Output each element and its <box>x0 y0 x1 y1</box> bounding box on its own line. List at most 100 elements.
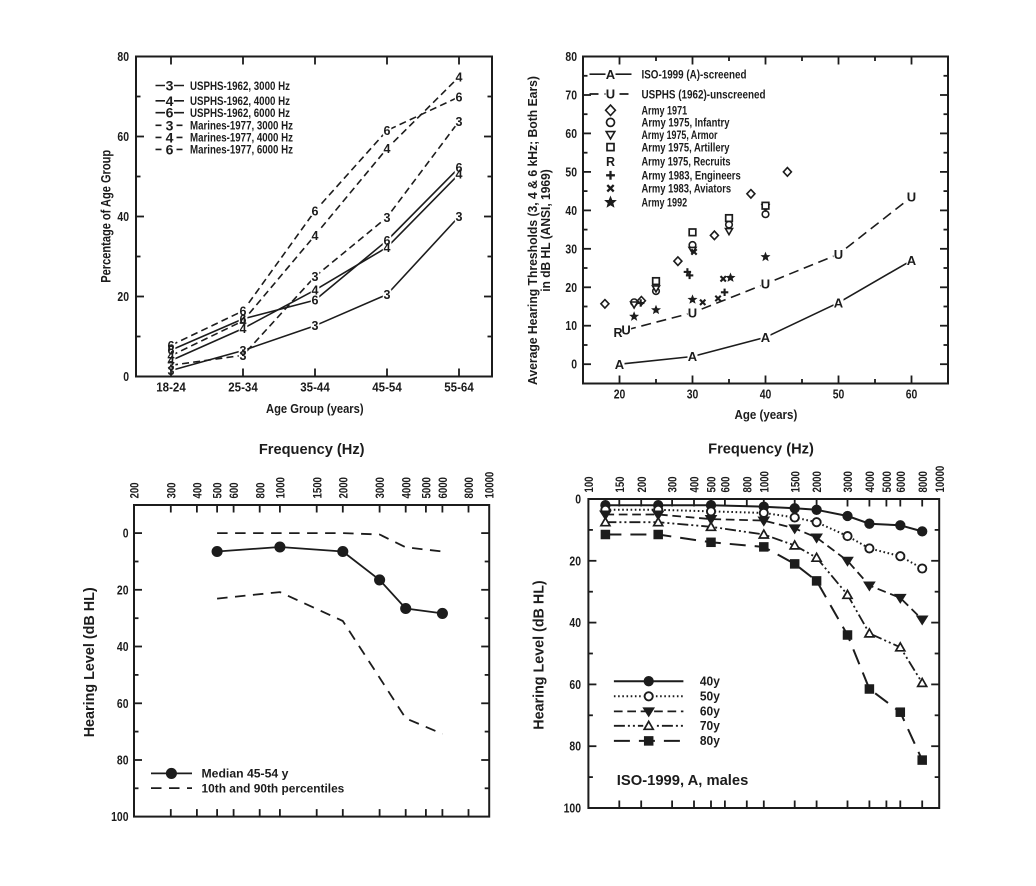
svg-text:70y: 70y <box>700 719 720 733</box>
svg-text:0: 0 <box>123 526 129 541</box>
svg-text:20: 20 <box>117 289 129 304</box>
svg-text:Frequency (Hz): Frequency (Hz) <box>708 441 814 458</box>
svg-text:4: 4 <box>168 349 175 363</box>
svg-text:Marines-1977, 3000 Hz: Marines-1977, 3000 Hz <box>190 119 293 133</box>
svg-text:70: 70 <box>565 88 577 103</box>
svg-text:50: 50 <box>565 164 577 179</box>
svg-text:60: 60 <box>117 129 129 144</box>
svg-text:10000: 10000 <box>933 466 947 493</box>
svg-text:USPHS (1962)-unscreened: USPHS (1962)-unscreened <box>642 87 766 101</box>
svg-text:600: 600 <box>227 482 241 498</box>
svg-text:60: 60 <box>906 386 918 401</box>
svg-text:0: 0 <box>575 492 581 507</box>
svg-text:Army 1975, Artillery: Army 1975, Artillery <box>642 140 730 154</box>
svg-text:Age Group (years): Age Group (years) <box>266 401 364 416</box>
svg-text:80: 80 <box>117 753 129 768</box>
svg-text:20: 20 <box>569 553 581 568</box>
svg-text:U: U <box>834 247 843 262</box>
svg-text:6: 6 <box>312 294 319 308</box>
svg-text:5000: 5000 <box>880 471 894 493</box>
svg-text:35-44: 35-44 <box>300 381 330 395</box>
svg-text:800: 800 <box>740 476 754 492</box>
svg-text:Percentage of Age Group: Percentage of Age Group <box>97 150 113 283</box>
svg-text:in dB HL (ANSI, 1969): in dB HL (ANSI, 1969) <box>538 169 553 292</box>
svg-text:40: 40 <box>760 386 772 401</box>
svg-text:150: 150 <box>613 476 627 492</box>
svg-text:A: A <box>834 295 844 310</box>
svg-text:300: 300 <box>164 482 178 498</box>
svg-text:U: U <box>606 87 615 102</box>
svg-text:Age (years): Age (years) <box>735 407 798 422</box>
svg-text:Median 45-54 y: Median 45-54 y <box>202 767 289 781</box>
svg-text:U: U <box>621 323 630 338</box>
svg-text:U: U <box>907 190 916 205</box>
svg-text:3: 3 <box>456 115 463 129</box>
svg-text:3: 3 <box>312 319 319 333</box>
svg-text:400: 400 <box>688 476 702 492</box>
svg-text:1500: 1500 <box>310 477 324 499</box>
svg-text:3: 3 <box>384 288 391 302</box>
svg-text:1000: 1000 <box>757 471 771 493</box>
svg-text:ISO-1999, A, males: ISO-1999, A, males <box>617 772 749 789</box>
svg-text:4: 4 <box>166 93 174 109</box>
svg-text:4: 4 <box>384 142 391 156</box>
svg-text:600: 600 <box>719 476 733 492</box>
svg-text:6000: 6000 <box>894 471 908 493</box>
svg-text:6: 6 <box>456 90 463 104</box>
svg-text:4: 4 <box>166 129 174 145</box>
svg-text:6: 6 <box>168 344 175 358</box>
svg-text:Average Hearing Thresholds (3,: Average Hearing Thresholds (3, 4 & 6 kHz… <box>525 76 540 385</box>
svg-text:6: 6 <box>166 105 174 121</box>
svg-text:Army 1971: Army 1971 <box>642 104 688 118</box>
svg-text:800: 800 <box>253 482 267 498</box>
svg-text:8000: 8000 <box>916 471 930 493</box>
svg-text:10: 10 <box>565 318 577 333</box>
svg-text:100: 100 <box>111 809 128 824</box>
svg-text:A: A <box>761 330 771 345</box>
svg-text:4: 4 <box>384 241 391 255</box>
svg-text:5000: 5000 <box>420 477 434 499</box>
svg-text:Army 1983, Aviators: Army 1983, Aviators <box>642 182 732 196</box>
svg-text:6: 6 <box>168 339 175 353</box>
svg-text:100: 100 <box>582 476 596 492</box>
svg-text:6: 6 <box>384 234 391 248</box>
svg-text:200: 200 <box>635 476 649 492</box>
svg-text:0: 0 <box>571 357 577 372</box>
svg-text:3: 3 <box>384 211 391 225</box>
svg-text:40: 40 <box>569 615 581 630</box>
svg-text:Army 1975, Infantry: Army 1975, Infantry <box>642 116 730 130</box>
svg-text:Army 1983, Engineers: Army 1983, Engineers <box>642 169 742 183</box>
svg-text:3: 3 <box>240 344 247 358</box>
svg-text:40: 40 <box>117 639 129 654</box>
svg-text:4: 4 <box>240 314 247 328</box>
svg-text:500: 500 <box>705 476 719 492</box>
svg-text:10th and 90th percentiles: 10th and 90th percentiles <box>202 781 345 795</box>
svg-text:80: 80 <box>565 49 577 64</box>
svg-text:4: 4 <box>312 229 319 243</box>
svg-text:20: 20 <box>117 582 129 597</box>
svg-text:A: A <box>907 253 917 268</box>
svg-text:USPHS-1962, 6000 Hz: USPHS-1962, 6000 Hz <box>190 106 290 120</box>
svg-text:4000: 4000 <box>399 477 413 499</box>
svg-text:4: 4 <box>240 322 247 336</box>
svg-text:400: 400 <box>191 482 205 498</box>
svg-text:3: 3 <box>166 117 174 133</box>
svg-text:4: 4 <box>168 354 175 368</box>
svg-text:10000: 10000 <box>482 472 496 499</box>
svg-text:6: 6 <box>240 304 247 318</box>
svg-text:Frequency (Hz): Frequency (Hz) <box>259 441 365 458</box>
svg-text:60y: 60y <box>700 705 720 719</box>
svg-text:4: 4 <box>312 284 319 298</box>
svg-text:1500: 1500 <box>788 471 802 493</box>
svg-text:Army 1992: Army 1992 <box>642 196 688 210</box>
svg-text:20: 20 <box>614 386 626 401</box>
svg-text:6: 6 <box>166 141 174 157</box>
svg-text:18-24: 18-24 <box>156 381 186 395</box>
svg-text:2000: 2000 <box>810 471 824 493</box>
svg-text:R: R <box>606 155 615 169</box>
svg-text:U: U <box>688 305 697 320</box>
svg-text:80y: 80y <box>700 734 720 748</box>
svg-text:40: 40 <box>565 203 577 218</box>
svg-text:4000: 4000 <box>863 471 877 493</box>
svg-text:40y: 40y <box>700 675 720 689</box>
